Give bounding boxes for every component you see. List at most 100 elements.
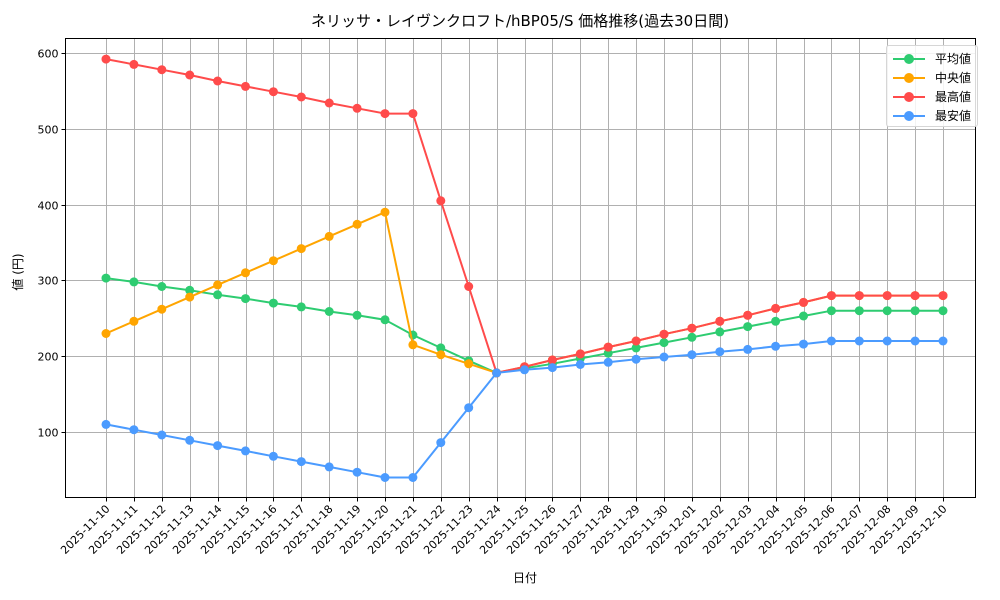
data-point: [826, 306, 836, 316]
chart-title: ネリッサ・レイヴンクロフト/hBP05/S 価格推移(過去30日間): [310, 12, 730, 30]
data-point: [101, 419, 111, 429]
y-tick-label: 600: [38, 48, 59, 61]
data-point: [296, 302, 306, 312]
data-point: [241, 268, 250, 278]
data-point: [157, 430, 167, 440]
data-point: [547, 355, 557, 365]
data-point: [743, 310, 753, 320]
data-point: [464, 403, 474, 413]
data-point: [213, 441, 223, 451]
data-point: [910, 306, 920, 316]
y-tick-label: 100: [38, 427, 59, 440]
data-point: [380, 109, 390, 119]
data-point: [603, 357, 613, 367]
series-layer: [101, 54, 948, 482]
data-point: [380, 315, 390, 325]
data-point: [213, 76, 223, 86]
data-point: [129, 316, 139, 326]
data-point: [687, 332, 697, 342]
data-point: [380, 473, 390, 482]
data-point: [324, 98, 334, 108]
data-point: [938, 291, 948, 301]
data-point: [436, 438, 446, 448]
data-point: [603, 342, 613, 352]
data-point: [492, 368, 502, 378]
y-axis: 100 200 300 400 500 600: [38, 48, 66, 440]
data-point: [129, 425, 139, 435]
data-point: [799, 311, 808, 321]
data-point: [631, 354, 641, 364]
data-point: [296, 244, 306, 254]
data-point: [352, 467, 362, 477]
data-point: [436, 343, 446, 353]
plot-frame: [65, 38, 976, 498]
data-point: [826, 291, 836, 301]
data-point: [659, 338, 669, 348]
data-point: [352, 103, 362, 113]
x-axis-label: 日付: [513, 571, 537, 585]
grid-lines: [65, 38, 976, 498]
legend-label: 中央値: [935, 71, 972, 85]
y-tick-label: 500: [38, 124, 59, 137]
data-point: [436, 196, 446, 206]
data-point: [547, 363, 557, 373]
data-point: [882, 336, 892, 346]
y-tick-label: 300: [38, 275, 59, 288]
series-line: [101, 273, 948, 378]
data-point: [938, 306, 948, 316]
data-point: [715, 347, 725, 357]
data-point: [324, 307, 334, 316]
data-point: [464, 359, 474, 369]
data-point: [129, 59, 139, 69]
data-point: [324, 231, 334, 241]
data-point: [101, 329, 111, 338]
y-tick-label: 400: [38, 200, 59, 213]
data-point: [631, 343, 641, 353]
data-point: [687, 350, 697, 360]
data-point: [799, 297, 808, 307]
data-point: [910, 291, 920, 301]
legend-label: 最安値: [935, 109, 972, 123]
data-point: [185, 292, 195, 302]
legend-item-average: 平均値: [887, 49, 977, 68]
data-point: [268, 451, 278, 461]
data-point: [464, 282, 474, 291]
data-point: [213, 290, 223, 300]
data-point: [575, 349, 585, 359]
legend-item-max: 最高値: [887, 87, 977, 106]
data-point: [408, 109, 418, 119]
data-point: [882, 306, 892, 316]
data-point: [185, 70, 195, 80]
legend-item-median: 中央値: [887, 68, 977, 87]
data-point: [771, 303, 781, 313]
data-point: [799, 339, 808, 349]
legend-label: 平均値: [935, 52, 972, 66]
data-point: [687, 323, 697, 333]
data-point: [743, 344, 753, 354]
data-point: [352, 310, 362, 320]
x-axis: 2025-11-102025-11-112025-11-122025-11-13…: [58, 497, 950, 557]
data-point: [771, 316, 781, 326]
data-point: [854, 336, 864, 346]
data-point: [213, 280, 223, 290]
legend-marker-icon: [904, 54, 914, 64]
legend-item-min: 最安値: [887, 106, 977, 125]
data-point: [352, 219, 362, 229]
data-point: [659, 352, 669, 362]
legend-marker-icon: [904, 73, 914, 83]
data-point: [743, 322, 753, 332]
series-line: [101, 207, 948, 378]
legend-marker-icon: [904, 92, 914, 102]
data-point: [241, 81, 250, 91]
data-point: [826, 336, 836, 346]
legend: 平均値 中央値 最高値 最安値: [886, 45, 978, 127]
data-point: [268, 256, 278, 266]
data-point: [771, 341, 781, 351]
data-point: [157, 282, 167, 291]
data-point: [268, 87, 278, 97]
data-point: [296, 457, 306, 467]
data-point: [910, 336, 920, 346]
data-point: [715, 327, 725, 337]
series-line: [101, 54, 948, 378]
data-point: [436, 350, 446, 360]
